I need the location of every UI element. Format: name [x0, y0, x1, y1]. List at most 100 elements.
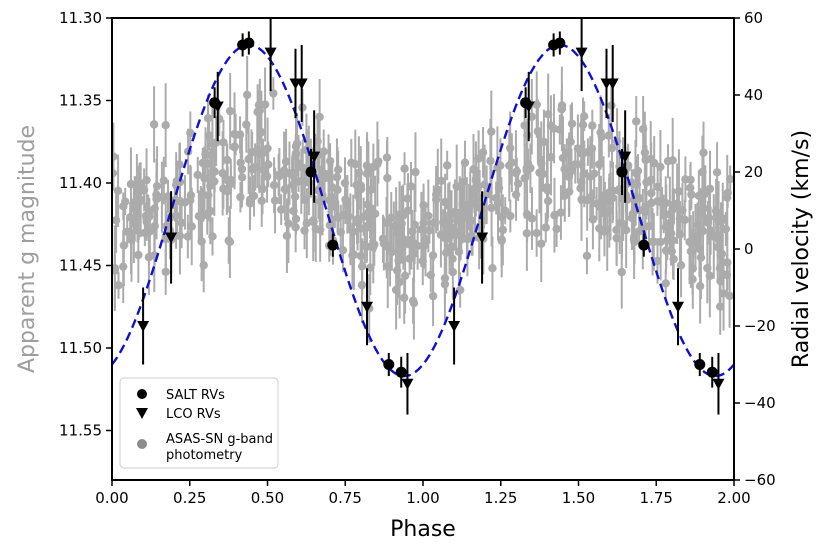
photometry-point: [317, 169, 327, 178]
photometry-point: [134, 250, 143, 260]
y-axis-right: 60 40 20 0 −20 −40 −60: [734, 9, 776, 489]
photometry-point: [242, 90, 252, 100]
salt-rv-point: [327, 239, 339, 251]
photometry-point: [656, 237, 665, 247]
photometry-point: [661, 279, 670, 288]
legend: SALT RVs LCO RVs ASAS-SN g-band photomet…: [119, 377, 279, 469]
photometry-point: [640, 148, 650, 157]
x-tick-label: 1.25: [484, 489, 517, 507]
photometry-point: [663, 156, 673, 166]
photometry-point: [291, 149, 301, 158]
x-tick-label: 0.25: [173, 489, 206, 507]
photometry-point: [537, 239, 546, 248]
photometry-point: [442, 161, 452, 170]
photometry-point: [473, 184, 482, 193]
photometry-point: [257, 196, 266, 205]
photometry-point: [408, 227, 417, 236]
photometry-point: [284, 219, 293, 228]
photometry-point: [505, 161, 514, 170]
photometry-point: [126, 179, 136, 189]
lco-rv-point: [712, 378, 725, 390]
photometry-point: [668, 236, 678, 245]
photometry-point: [142, 217, 151, 227]
y-left-tick-label: 11.35: [59, 92, 102, 110]
lco-rv-point: [476, 232, 489, 244]
photometry-point: [440, 280, 450, 289]
photometry-point: [114, 281, 123, 290]
photometry-point: [448, 254, 457, 264]
photometry-point: [676, 261, 686, 270]
photometry-point: [113, 186, 123, 196]
photometry-point: [543, 196, 553, 206]
photometry-point: [719, 289, 728, 298]
lco-rv-point: [619, 151, 632, 163]
photometry-point: [715, 263, 725, 273]
photometry-point: [405, 254, 414, 263]
photometry-point: [649, 237, 659, 247]
photometry-point: [360, 240, 369, 250]
photometry-point: [397, 239, 406, 248]
photometry-point: [172, 196, 182, 206]
photometry-point: [498, 225, 508, 235]
photometry-point: [249, 191, 259, 201]
photometry-point: [452, 182, 461, 191]
lco-rv-point: [308, 151, 321, 163]
photometry-point: [297, 177, 306, 186]
salt-rv-point: [395, 366, 407, 378]
photometry-point: [332, 172, 342, 182]
photometry-point: [259, 165, 269, 174]
photometry-point: [383, 173, 392, 183]
photometry-point: [159, 176, 168, 185]
salt-rv-point: [638, 239, 650, 251]
photometry-point: [604, 131, 614, 140]
salt-rv-point: [694, 359, 706, 370]
photometry-point: [131, 197, 140, 207]
legend-box: [119, 377, 279, 469]
legend-asassn-marker: [137, 439, 147, 449]
y-axis-left-title: Apparent g magnitude: [15, 125, 40, 373]
photometry-point: [349, 250, 359, 259]
photometry-point: [210, 167, 219, 176]
photometry-point: [705, 184, 715, 193]
photometry-point: [456, 211, 465, 220]
lco-rv-point: [295, 78, 308, 90]
photometry-point: [260, 100, 270, 109]
photometry-point: [250, 162, 260, 172]
photometry-point: [470, 195, 479, 205]
y-right-tick-label: −20: [744, 317, 776, 335]
rv-layer: [137, 18, 725, 415]
photometry-point: [579, 112, 589, 121]
photometry-point: [177, 218, 186, 227]
photometry-point: [196, 211, 205, 220]
photometry-point: [346, 225, 355, 234]
lco-rv-point: [448, 321, 461, 332]
photometry-point: [656, 162, 665, 172]
photometry-point: [270, 196, 280, 205]
lco-rv-point: [137, 321, 150, 332]
photometry-point: [665, 210, 675, 219]
photometry-point: [186, 196, 195, 205]
photometry-point: [696, 207, 705, 217]
lco-rv-point: [165, 232, 178, 244]
photometry-point: [292, 139, 302, 148]
photometry-point: [362, 169, 372, 178]
legend-salt-label: SALT RVs: [166, 388, 225, 403]
photometry-point: [630, 237, 639, 247]
photometry-point: [398, 211, 408, 220]
salt-rv-point: [243, 37, 255, 49]
salt-rv-point: [554, 37, 566, 49]
photometry-point: [607, 101, 616, 110]
salt-rv-point: [383, 359, 395, 370]
photometry-point: [681, 175, 690, 184]
photometry-point: [161, 121, 170, 130]
photometry-point: [236, 192, 245, 202]
photometry-point: [269, 89, 278, 98]
photometry-point: [193, 170, 202, 180]
photometry-point: [121, 197, 130, 206]
photometry-point: [247, 148, 256, 157]
photometry-point: [532, 228, 541, 238]
photometry-point: [211, 138, 221, 147]
photometry-point: [520, 121, 529, 130]
y-axis-left: 11.30 11.35 11.40 11.45 11.50 11.55: [59, 9, 112, 440]
lco-rv-point: [361, 301, 374, 313]
